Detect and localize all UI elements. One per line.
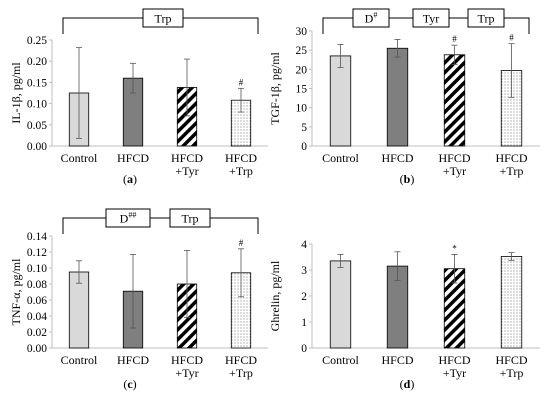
y-tick-label: 0.15 bbox=[27, 77, 47, 89]
y-tick-label: 0.14 bbox=[27, 231, 47, 243]
x-tick-label: HFCD bbox=[495, 353, 527, 367]
x-tick-label: Control bbox=[322, 151, 359, 165]
significance-mark: # bbox=[239, 238, 244, 248]
bracket-label: Trp bbox=[155, 12, 172, 26]
x-tick-label: +Trp bbox=[500, 164, 524, 178]
y-tick-label: 2 bbox=[301, 291, 307, 303]
bracket-label-box bbox=[169, 208, 211, 228]
y-tick-label: 0.04 bbox=[27, 311, 47, 323]
y-tick-label: 20 bbox=[296, 64, 308, 76]
y-tick-label: 0.08 bbox=[27, 279, 47, 291]
x-tick-label: Control bbox=[61, 151, 98, 165]
bracket-label-box bbox=[105, 208, 151, 228]
bar-1 bbox=[329, 260, 352, 349]
x-tick-label: HFCD bbox=[225, 151, 257, 165]
chart-panel-1: 0.00 0.05 0.10 0.15 0.20 0.25 IL-1β, pg/ml Cont… bbox=[9, 8, 268, 186]
panel-label: (c) bbox=[123, 377, 136, 391]
x-tick-label: HFCD bbox=[117, 353, 149, 367]
bracket-label-box bbox=[352, 8, 390, 28]
y-tick-label: 10 bbox=[296, 103, 308, 115]
significance-mark: # bbox=[509, 33, 514, 43]
x-tick-label: HFCD bbox=[495, 151, 527, 165]
x-tick-label: HFCD bbox=[117, 151, 149, 165]
bar-1 bbox=[329, 55, 352, 147]
x-tick-label: +Tyr bbox=[443, 164, 466, 178]
bracket-label: Trp bbox=[478, 12, 495, 26]
chart-panel-2: 0 5 10 15 20 25 30 TGF-1β, pg/ml Control HFCD # HFC… bbox=[268, 8, 540, 186]
bracket-label: Tyr bbox=[423, 12, 440, 26]
y-tick-label: 0.20 bbox=[27, 56, 47, 68]
y-tick-label: 3 bbox=[301, 265, 307, 277]
y-axis-label: TNF-α, pg/ml bbox=[9, 258, 23, 326]
y-tick-label: 15 bbox=[296, 84, 308, 96]
y-axis-label: IL-1β, pg/ml bbox=[9, 62, 23, 124]
y-tick-label: 30 bbox=[296, 26, 308, 38]
bracket-label-box bbox=[142, 8, 184, 28]
y-tick-label: 0.25 bbox=[27, 35, 47, 47]
y-tick-label: 0 bbox=[301, 343, 307, 355]
chart-panel-3: 0.00 0.02 0.04 0.06 0.08 0.10 0.12 0.14 TNF-α, p… bbox=[9, 208, 268, 391]
panel-label: (d) bbox=[400, 377, 415, 391]
y-axis-label: Ghrelin, pg/ml bbox=[268, 260, 282, 331]
panel-label: (a) bbox=[123, 172, 137, 186]
bar-4 bbox=[500, 256, 523, 349]
significance-mark: # bbox=[452, 34, 457, 44]
y-tick-label: 1 bbox=[301, 317, 307, 329]
bar-3 bbox=[443, 54, 466, 147]
x-tick-label: HFCD bbox=[438, 353, 470, 367]
x-tick-label: HFCD bbox=[225, 353, 257, 367]
y-tick-label: 0 bbox=[301, 141, 307, 153]
x-tick-label: Control bbox=[61, 353, 98, 367]
bracket-label-box bbox=[467, 8, 505, 28]
bar-2 bbox=[386, 47, 409, 147]
significance-bracket bbox=[62, 217, 259, 234]
y-tick-label: 0.05 bbox=[27, 120, 47, 132]
x-tick-label: +Trp bbox=[229, 164, 253, 178]
y-tick-label: 4 bbox=[301, 239, 307, 251]
y-tick-label: 0.00 bbox=[27, 343, 47, 355]
x-tick-label: +Trp bbox=[500, 366, 524, 380]
x-tick-label: Control bbox=[322, 353, 359, 367]
y-axis-label: TGF-1β, pg/ml bbox=[268, 51, 282, 124]
x-tick-label: +Tyr bbox=[443, 366, 466, 380]
bracket-label: D# bbox=[365, 11, 378, 26]
y-tick-label: 0.10 bbox=[27, 99, 47, 111]
x-tick-label: HFCD bbox=[438, 151, 470, 165]
x-tick-label: HFCD bbox=[171, 353, 203, 367]
x-tick-label: HFCD bbox=[381, 353, 413, 367]
x-tick-label: +Trp bbox=[229, 366, 253, 380]
x-tick-label: HFCD bbox=[381, 151, 413, 165]
significance-mark: # bbox=[239, 77, 244, 87]
bracket-label-box bbox=[412, 8, 450, 28]
panel-label: (b) bbox=[400, 172, 415, 186]
bracket-label: D## bbox=[120, 211, 137, 226]
significance-mark: * bbox=[452, 243, 457, 253]
y-tick-label: 0.00 bbox=[27, 141, 47, 153]
x-tick-label: +Tyr bbox=[175, 164, 198, 178]
y-tick-label: 0.06 bbox=[27, 295, 47, 307]
y-tick-label: 5 bbox=[301, 122, 307, 134]
y-tick-label: 0.10 bbox=[27, 263, 47, 275]
y-tick-label: 25 bbox=[296, 45, 308, 57]
x-tick-label: +Tyr bbox=[175, 366, 198, 380]
bracket-label: Trp bbox=[182, 212, 199, 226]
y-tick-label: 0.12 bbox=[27, 247, 47, 259]
y-tick-label: 0.02 bbox=[27, 327, 47, 339]
x-tick-label: HFCD bbox=[171, 151, 203, 165]
